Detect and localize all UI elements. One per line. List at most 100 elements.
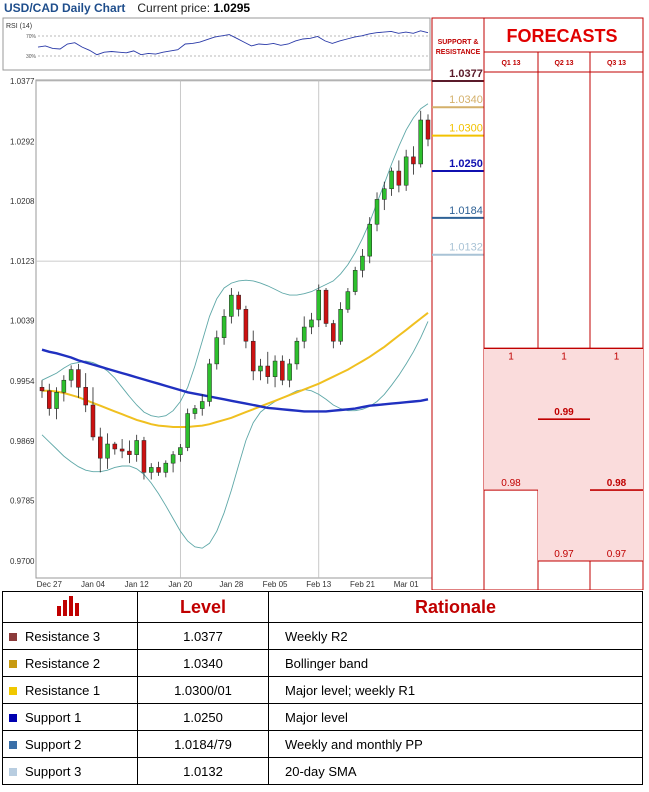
y-tick-label: 1.0377 — [10, 77, 35, 86]
candle-body — [265, 365, 271, 377]
forecast-range-band — [484, 348, 538, 491]
candle-body — [272, 360, 278, 377]
rsi-panel — [2, 17, 431, 71]
candle-body — [367, 223, 372, 257]
y-tick-label: 1.0292 — [10, 137, 35, 146]
usdcad-chart: RSI (14) 70% 30% 1.0377 1.0292 1.0208 1.012… — [2, 17, 644, 590]
candle-body — [345, 291, 351, 310]
sr-level-value: 1.0250 — [449, 158, 483, 170]
candle-body — [214, 337, 220, 365]
level-name: Resistance 2 — [25, 655, 101, 671]
forecast-top-value: 1 — [614, 351, 620, 362]
levels-table-row: Support 1 1.0250 Major level — [2, 703, 643, 731]
sr-level-value: 1.0377 — [449, 68, 483, 80]
level-header: Level — [137, 591, 269, 623]
candle-body — [323, 289, 329, 324]
candle-body — [396, 170, 402, 186]
x-tick-label: Feb 13 — [306, 580, 331, 589]
candle-body — [105, 443, 110, 459]
level-value: 1.0300/01 — [137, 676, 269, 704]
candle-body — [389, 170, 394, 190]
candle-body — [425, 119, 431, 140]
candle-body — [192, 408, 198, 414]
current-price-label: Current price: — [137, 1, 211, 15]
candle-body — [294, 340, 300, 365]
candle-body — [163, 462, 169, 473]
sr-level-value: 1.0300 — [449, 123, 483, 135]
sma-long-line — [41, 348, 429, 413]
levels-table: Level Rationale Resistance 3 1.0377 Weekly… — [2, 591, 643, 785]
rationale-header: Rationale — [268, 591, 643, 623]
candle-body — [178, 447, 183, 455]
candle-body — [309, 319, 314, 328]
level-name: Support 1 — [25, 709, 82, 725]
x-tick-label: Dec 27 — [37, 580, 63, 589]
bollinger-lower-line — [41, 321, 429, 549]
y-tick-label: 1.0123 — [10, 257, 35, 266]
level-name: Resistance 1 — [25, 682, 101, 698]
level-rationale: Weekly R2 — [268, 622, 643, 650]
sma-mid-line — [42, 312, 429, 428]
levels-table-row: Support 2 1.0184/79 Weekly and monthly PP — [2, 730, 643, 758]
x-tick-label: Feb 21 — [350, 580, 375, 589]
y-tick-label: 0.9869 — [10, 437, 35, 446]
candle-body — [68, 369, 74, 381]
rsi-70-label: 70% — [26, 34, 37, 40]
forecast-col-label: Q1 13 — [501, 60, 520, 67]
level-rationale: Weekly and monthly PP — [268, 730, 643, 758]
support-resistance-column — [431, 17, 485, 590]
pair-title: USD/CAD Daily Chart — [4, 1, 126, 15]
forecast-top-value: 1 — [508, 351, 514, 362]
forecast-bottom-value: 0.97 — [554, 549, 574, 560]
forecast-range-band — [538, 348, 590, 561]
level-value: 1.0377 — [137, 622, 269, 650]
candle-body — [316, 289, 322, 321]
levels-table-header: Level Rationale — [2, 591, 643, 623]
candle-body — [90, 404, 96, 438]
level-rationale: Bollinger band — [268, 649, 643, 677]
candle-body — [338, 309, 343, 342]
forecast-col-label: Q3 13 — [607, 60, 626, 67]
level-name-cell: Support 1 — [2, 703, 138, 731]
y-tick-label: 0.9700 — [10, 557, 35, 566]
candle-body — [221, 316, 227, 338]
rsi-30-label: 30% — [26, 54, 37, 60]
candle-body — [141, 440, 147, 473]
forecast-mid-value: 0.98 — [607, 478, 627, 489]
candle-body — [236, 294, 241, 310]
forecast-bottom-value: 0.98 — [501, 478, 521, 489]
level-name-cell: Support 3 — [2, 757, 138, 785]
x-tick-label: Jan 20 — [168, 580, 193, 589]
rsi-line — [37, 30, 429, 56]
level-value: 1.0340 — [137, 649, 269, 677]
level-swatch — [9, 687, 17, 696]
candle-body — [39, 387, 45, 392]
rsi-label: RSI (14) — [6, 23, 32, 30]
candle-body — [127, 450, 132, 455]
level-name-cell: Resistance 2 — [2, 649, 138, 677]
candle-body — [258, 365, 263, 372]
level-swatch — [9, 714, 17, 723]
candle-body — [382, 188, 387, 200]
y-tick-label: 0.9954 — [10, 377, 35, 386]
candle-body — [98, 436, 103, 459]
x-tick-label: Feb 05 — [263, 580, 288, 589]
sr-header-line2: RESISTANCE — [436, 49, 481, 56]
sr-header-line1: SUPPORT & — [438, 39, 479, 46]
level-name-cell: Support 2 — [2, 730, 138, 758]
candle-body — [352, 270, 358, 292]
candle-body — [199, 401, 205, 409]
level-rationale: Major level — [268, 703, 643, 731]
candle-body — [76, 369, 81, 388]
candle-body — [250, 340, 256, 372]
candle-body — [83, 387, 88, 406]
candle-body — [418, 119, 423, 165]
candle-body — [170, 454, 176, 464]
candle-body — [243, 309, 249, 342]
x-tick-label: Jan 28 — [219, 580, 244, 589]
level-name: Support 2 — [25, 736, 82, 752]
candle-body — [47, 390, 52, 409]
current-price-value: 1.0295 — [213, 1, 251, 15]
x-tick-label: Mar 01 — [394, 580, 419, 589]
forecast-top-value: 1 — [561, 351, 567, 362]
